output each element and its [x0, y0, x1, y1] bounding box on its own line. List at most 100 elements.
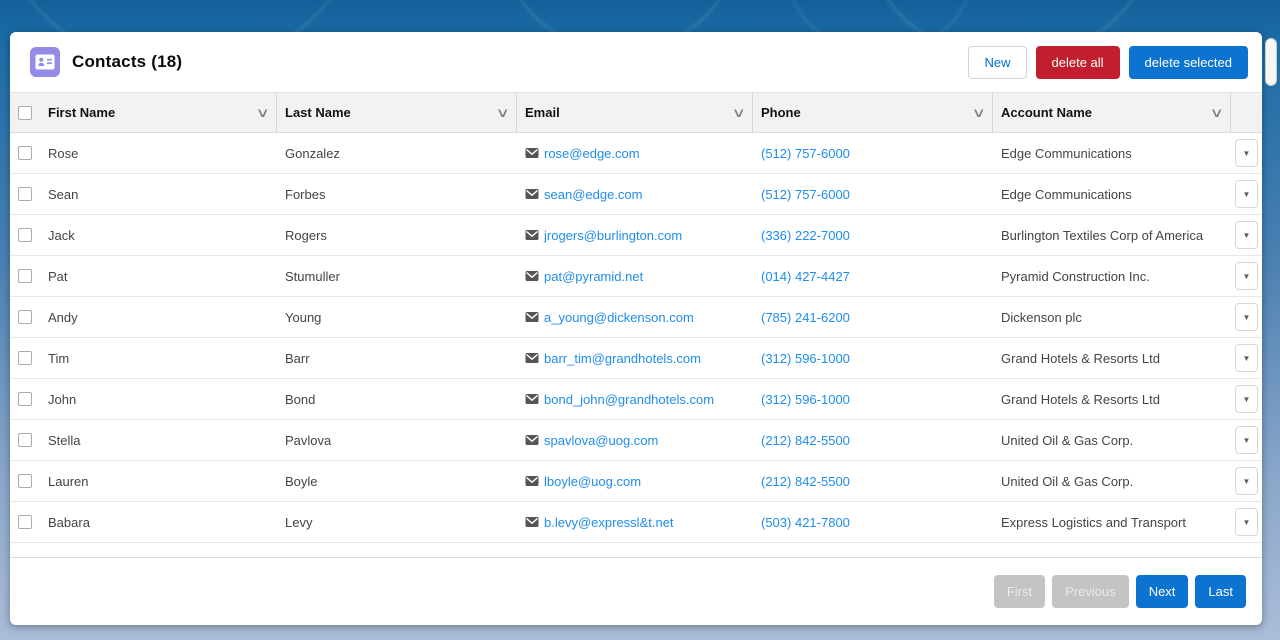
phone-link[interactable]: (785) 241-6200 — [761, 309, 850, 325]
row-checkbox[interactable] — [18, 474, 32, 488]
email-cell: barr_tim@grandhotels.com — [517, 338, 753, 378]
row-select-cell — [10, 461, 40, 501]
last-name-cell: Boyle — [285, 473, 318, 489]
email-link[interactable]: spavlova@uog.com — [544, 432, 659, 448]
last-name-cell: Young — [285, 309, 322, 325]
table-row: Stella Pavlova spavlova@uog.com (212) 84… — [10, 420, 1262, 461]
phone-link[interactable]: (014) 427-4427 — [761, 268, 850, 284]
next-page-button[interactable]: Next — [1135, 575, 1189, 608]
first-name-cell: Pat — [48, 268, 68, 284]
page-scrollbar-thumb[interactable] — [1265, 38, 1277, 86]
email-cell: b.levy@expressl&t.net — [517, 502, 753, 542]
email-link[interactable]: jrogers@burlington.com — [544, 227, 683, 243]
row-checkbox[interactable] — [18, 515, 32, 529]
delete-all-button[interactable]: delete all — [1035, 45, 1120, 79]
chevron-down-icon[interactable]: ∨ — [1210, 104, 1225, 120]
chevron-down-icon[interactable]: ∨ — [972, 104, 987, 120]
column-header-phone[interactable]: Phone ∨ — [753, 93, 993, 132]
caret-down-icon[interactable]: ▼ — [1235, 385, 1258, 413]
account-name-cell: Express Logistics and Transport — [1001, 514, 1186, 530]
first-name-cell: Rose — [48, 145, 79, 161]
first-name-cell: Lauren — [48, 473, 89, 489]
phone-cell: (512) 757-6000 — [753, 133, 993, 173]
row-checkbox[interactable] — [18, 269, 32, 283]
first-name-cell: Babara — [48, 514, 90, 530]
phone-link[interactable]: (336) 222-7000 — [761, 227, 850, 243]
row-action-cell: ▼ — [1231, 174, 1262, 214]
envelope-icon — [525, 270, 539, 282]
caret-down-icon[interactable]: ▼ — [1235, 426, 1258, 454]
column-header-email[interactable]: Email ∨ — [517, 93, 753, 132]
email-cell: rose@edge.com — [517, 133, 753, 173]
column-header-account-name[interactable]: Account Name ∨ — [993, 93, 1231, 132]
row-select-cell — [10, 133, 40, 173]
first-name-cell: Sean — [48, 186, 79, 202]
row-checkbox[interactable] — [18, 351, 32, 365]
email-link[interactable]: barr_tim@grandhotels.com — [544, 350, 701, 366]
row-checkbox[interactable] — [18, 146, 32, 160]
column-header-first-name[interactable]: First Name ∨ — [40, 93, 277, 132]
row-checkbox[interactable] — [18, 433, 32, 447]
phone-link[interactable]: (512) 757-6000 — [761, 186, 850, 202]
row-checkbox[interactable] — [18, 228, 32, 242]
last-page-button[interactable]: Last — [1195, 575, 1246, 608]
row-select-cell — [10, 215, 40, 255]
phone-link[interactable]: (312) 596-1000 — [761, 350, 850, 366]
row-select-cell — [10, 297, 40, 337]
caret-down-icon[interactable]: ▼ — [1235, 180, 1258, 208]
new-button[interactable]: New — [968, 45, 1027, 79]
envelope-icon — [525, 352, 539, 364]
envelope-icon — [525, 188, 539, 200]
table-row: Babara Levy b.levy@expressl&t.net (503) … — [10, 502, 1262, 543]
row-select-cell — [10, 174, 40, 214]
email-cell: lboyle@uog.com — [517, 461, 753, 501]
caret-down-icon[interactable]: ▼ — [1235, 467, 1258, 495]
caret-down-icon[interactable]: ▼ — [1235, 303, 1258, 331]
previous-page-button[interactable]: Previous — [1052, 575, 1129, 608]
email-link[interactable]: rose@edge.com — [544, 145, 640, 161]
phone-link[interactable]: (212) 842-5500 — [761, 473, 850, 489]
row-checkbox[interactable] — [18, 187, 32, 201]
email-link[interactable]: a_young@dickenson.com — [544, 309, 694, 325]
envelope-icon — [525, 475, 539, 487]
phone-link[interactable]: (312) 596-1000 — [761, 391, 850, 407]
caret-down-icon[interactable]: ▼ — [1235, 344, 1258, 372]
envelope-icon — [525, 516, 539, 528]
account-name-cell: Burlington Textiles Corp of America — [1001, 227, 1204, 243]
table-header: First Name ∨ Last Name ∨ Email ∨ Phone ∨… — [10, 92, 1262, 133]
chevron-down-icon[interactable]: ∨ — [256, 104, 271, 120]
last-name-cell: Bond — [285, 391, 316, 407]
row-checkbox[interactable] — [18, 392, 32, 406]
phone-link[interactable]: (512) 757-6000 — [761, 145, 850, 161]
delete-selected-button[interactable]: delete selected — [1128, 45, 1248, 79]
email-link[interactable]: lboyle@uog.com — [544, 473, 642, 489]
email-link[interactable]: sean@edge.com — [544, 186, 643, 202]
table-row: Lauren Boyle lboyle@uog.com (212) 842-55… — [10, 461, 1262, 502]
last-name-cell: Pavlova — [285, 432, 332, 448]
table-row: Pat Stumuller pat@pyramid.net (014) 427-… — [10, 256, 1262, 297]
table-row: Andy Young a_young@dickenson.com (785) 2… — [10, 297, 1262, 338]
envelope-icon — [525, 434, 539, 446]
email-link[interactable]: bond_john@grandhotels.com — [544, 391, 715, 407]
caret-down-icon[interactable]: ▼ — [1235, 508, 1258, 536]
column-header-last-name[interactable]: Last Name ∨ — [277, 93, 517, 132]
row-select-cell — [10, 256, 40, 296]
first-name-cell: Tim — [48, 350, 70, 366]
actions-column-header — [1231, 93, 1262, 132]
select-all-checkbox[interactable] — [18, 105, 32, 120]
chevron-down-icon[interactable]: ∨ — [732, 104, 747, 120]
chevron-down-icon[interactable]: ∨ — [496, 104, 511, 120]
phone-cell: (512) 757-6000 — [753, 174, 993, 214]
row-checkbox[interactable] — [18, 310, 32, 324]
phone-link[interactable]: (212) 842-5500 — [761, 432, 850, 448]
email-link[interactable]: pat@pyramid.net — [544, 268, 644, 284]
caret-down-icon[interactable]: ▼ — [1235, 139, 1258, 167]
email-link[interactable]: b.levy@expressl&t.net — [544, 514, 674, 530]
account-name-cell: Dickenson plc — [1001, 309, 1082, 325]
caret-down-icon[interactable]: ▼ — [1235, 262, 1258, 290]
first-page-button[interactable]: First — [993, 575, 1046, 608]
last-name-cell: Gonzalez — [285, 145, 340, 161]
table-row: Sean Forbes sean@edge.com (512) 757-6000… — [10, 174, 1262, 215]
caret-down-icon[interactable]: ▼ — [1235, 221, 1258, 249]
phone-link[interactable]: (503) 421-7800 — [761, 514, 850, 530]
